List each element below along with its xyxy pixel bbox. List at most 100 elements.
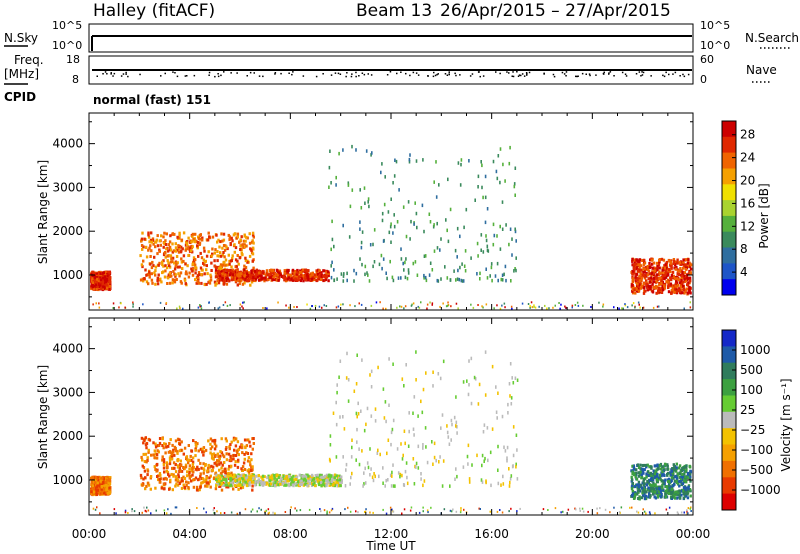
echo-cell: [154, 442, 157, 446]
echo-cell: [217, 454, 220, 458]
echo-cell: [279, 482, 282, 486]
echo-cell: [651, 262, 654, 266]
echo-cell: [196, 465, 199, 469]
echo-cell: [299, 483, 302, 487]
echo-cell: [207, 250, 210, 254]
echo-cell: [194, 271, 197, 275]
echo-cell: [145, 460, 148, 464]
echo-cell: [257, 480, 260, 484]
echo-cell: [460, 162, 462, 167]
ground-echo-cell: [239, 303, 242, 306]
echo-cell: [206, 238, 210, 242]
echo-cell: [392, 278, 395, 283]
echo-cell: [318, 483, 321, 487]
power-colorbar-swatch: [722, 168, 736, 185]
echo-cell: [665, 495, 668, 499]
echo-cell: [686, 473, 690, 477]
echo-cell: [273, 476, 276, 480]
echo-cell: [333, 473, 337, 477]
echo-cell: [663, 286, 667, 290]
echo-cell: [258, 269, 261, 273]
echo-cell: [667, 283, 671, 287]
echo-cell: [228, 273, 232, 277]
echo-cell: [267, 474, 270, 478]
echo-cell: [459, 265, 461, 270]
echo-cell: [680, 282, 684, 286]
echo-cell: [193, 237, 196, 241]
echo-cell: [179, 469, 182, 473]
echo-cell: [191, 473, 194, 477]
echo-cell: [175, 255, 179, 258]
echo-cell: [175, 278, 178, 281]
echo-cell: [154, 452, 157, 456]
echo-cell: [300, 273, 303, 277]
echo-cell: [506, 456, 508, 460]
nave-dot: [400, 71, 402, 73]
echo-cell: [248, 254, 252, 258]
echo-cell: [235, 264, 238, 268]
echo-cell: [400, 276, 402, 280]
nave-dot: [641, 71, 643, 73]
echo-cell: [180, 257, 183, 261]
echo-cell: [243, 482, 246, 486]
echo-cell: [106, 491, 110, 495]
echo-cell: [216, 265, 219, 269]
echo-cell: [663, 482, 666, 486]
echo-cell: [223, 255, 226, 259]
nave-dot: [662, 74, 664, 77]
echo-cell: [216, 459, 219, 463]
echo-cell: [670, 276, 674, 280]
ground-echo-cell: [285, 304, 287, 307]
echo-cell: [496, 416, 498, 420]
echo-cell: [144, 436, 147, 440]
nave-dot: [334, 72, 337, 74]
echo-cell: [252, 442, 255, 445]
echo-cell: [316, 473, 319, 477]
echo-cell: [296, 268, 299, 272]
nave-dot: [552, 73, 555, 76]
echo-cell: [146, 481, 150, 485]
echo-cell: [217, 238, 220, 242]
echo-cell: [215, 473, 218, 477]
echo-cell: [310, 273, 314, 277]
echo-cell: [361, 449, 363, 453]
echo-cell: [335, 175, 337, 180]
echo-cell: [643, 275, 646, 279]
echo-cell: [266, 273, 269, 277]
echo-cell: [219, 240, 222, 244]
echo-cell: [177, 244, 180, 248]
freq-panel: [88, 55, 694, 85]
echo-cell: [185, 455, 189, 459]
echo-cell: [336, 483, 338, 488]
echo-cell: [387, 210, 390, 214]
echo-cell: [666, 488, 669, 491]
echo-cell: [183, 466, 186, 470]
echo-cell: [245, 444, 249, 448]
echo-cell: [157, 263, 160, 267]
echo-cell: [210, 453, 214, 456]
echo-cell: [143, 469, 147, 473]
echo-cell: [274, 480, 277, 484]
echo-cell: [286, 269, 289, 273]
nave-dot: [139, 73, 141, 76]
echo-cell: [456, 425, 458, 429]
echo-cell: [269, 478, 272, 482]
echo-cell: [241, 243, 244, 247]
echo-cell: [224, 478, 228, 481]
echo-cell: [499, 147, 502, 151]
echo-cell: [93, 481, 97, 485]
echo-cell: [342, 223, 344, 228]
echo-cell: [234, 444, 238, 448]
echo-cell: [684, 258, 687, 262]
echo-cell: [208, 476, 211, 480]
echo-cell: [513, 184, 516, 189]
ground-echo-cell: [531, 306, 534, 309]
ground-echo-cell: [529, 306, 531, 309]
echo-cell: [142, 441, 145, 445]
echo-cell: [392, 181, 394, 185]
echo-cell: [342, 415, 344, 419]
ground-echo-cell: [288, 306, 290, 309]
echo-cell: [372, 264, 374, 269]
echo-cell: [641, 494, 645, 498]
echo-cell: [231, 475, 234, 479]
